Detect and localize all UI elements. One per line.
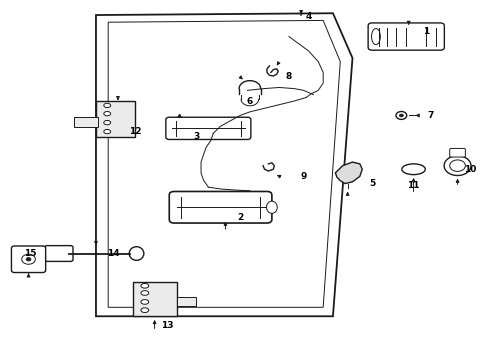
Text: 5: 5 — [369, 179, 375, 188]
Ellipse shape — [371, 28, 380, 45]
Text: 2: 2 — [237, 213, 243, 222]
FancyBboxPatch shape — [74, 117, 98, 127]
FancyBboxPatch shape — [45, 246, 73, 261]
Ellipse shape — [104, 130, 111, 134]
Text: 10: 10 — [464, 165, 476, 174]
Ellipse shape — [399, 114, 403, 117]
Text: 6: 6 — [247, 96, 253, 105]
Text: 11: 11 — [407, 181, 420, 190]
Ellipse shape — [402, 164, 425, 175]
Ellipse shape — [104, 121, 111, 125]
Ellipse shape — [141, 291, 149, 295]
FancyBboxPatch shape — [368, 23, 444, 50]
Text: 3: 3 — [193, 132, 199, 141]
FancyBboxPatch shape — [166, 117, 251, 139]
FancyBboxPatch shape — [11, 246, 46, 273]
Ellipse shape — [141, 300, 149, 304]
Text: 13: 13 — [161, 321, 173, 330]
FancyBboxPatch shape — [133, 282, 176, 316]
Text: 7: 7 — [427, 111, 434, 120]
Polygon shape — [335, 162, 362, 184]
Ellipse shape — [104, 103, 111, 108]
Text: 8: 8 — [286, 72, 292, 81]
Text: 9: 9 — [300, 172, 307, 181]
FancyBboxPatch shape — [169, 192, 272, 223]
Text: 4: 4 — [305, 12, 312, 21]
Ellipse shape — [26, 257, 31, 261]
FancyBboxPatch shape — [96, 101, 135, 137]
Ellipse shape — [267, 201, 277, 213]
FancyBboxPatch shape — [176, 297, 196, 306]
Ellipse shape — [141, 283, 149, 288]
Ellipse shape — [444, 156, 471, 176]
Ellipse shape — [396, 112, 407, 120]
Ellipse shape — [104, 112, 111, 116]
Text: 14: 14 — [107, 249, 120, 258]
Ellipse shape — [22, 254, 35, 264]
Ellipse shape — [129, 247, 144, 260]
FancyBboxPatch shape — [450, 148, 465, 157]
Ellipse shape — [141, 308, 149, 312]
Ellipse shape — [450, 160, 465, 171]
Text: 15: 15 — [24, 249, 36, 258]
Text: 12: 12 — [129, 127, 141, 136]
Text: 1: 1 — [423, 27, 429, 36]
